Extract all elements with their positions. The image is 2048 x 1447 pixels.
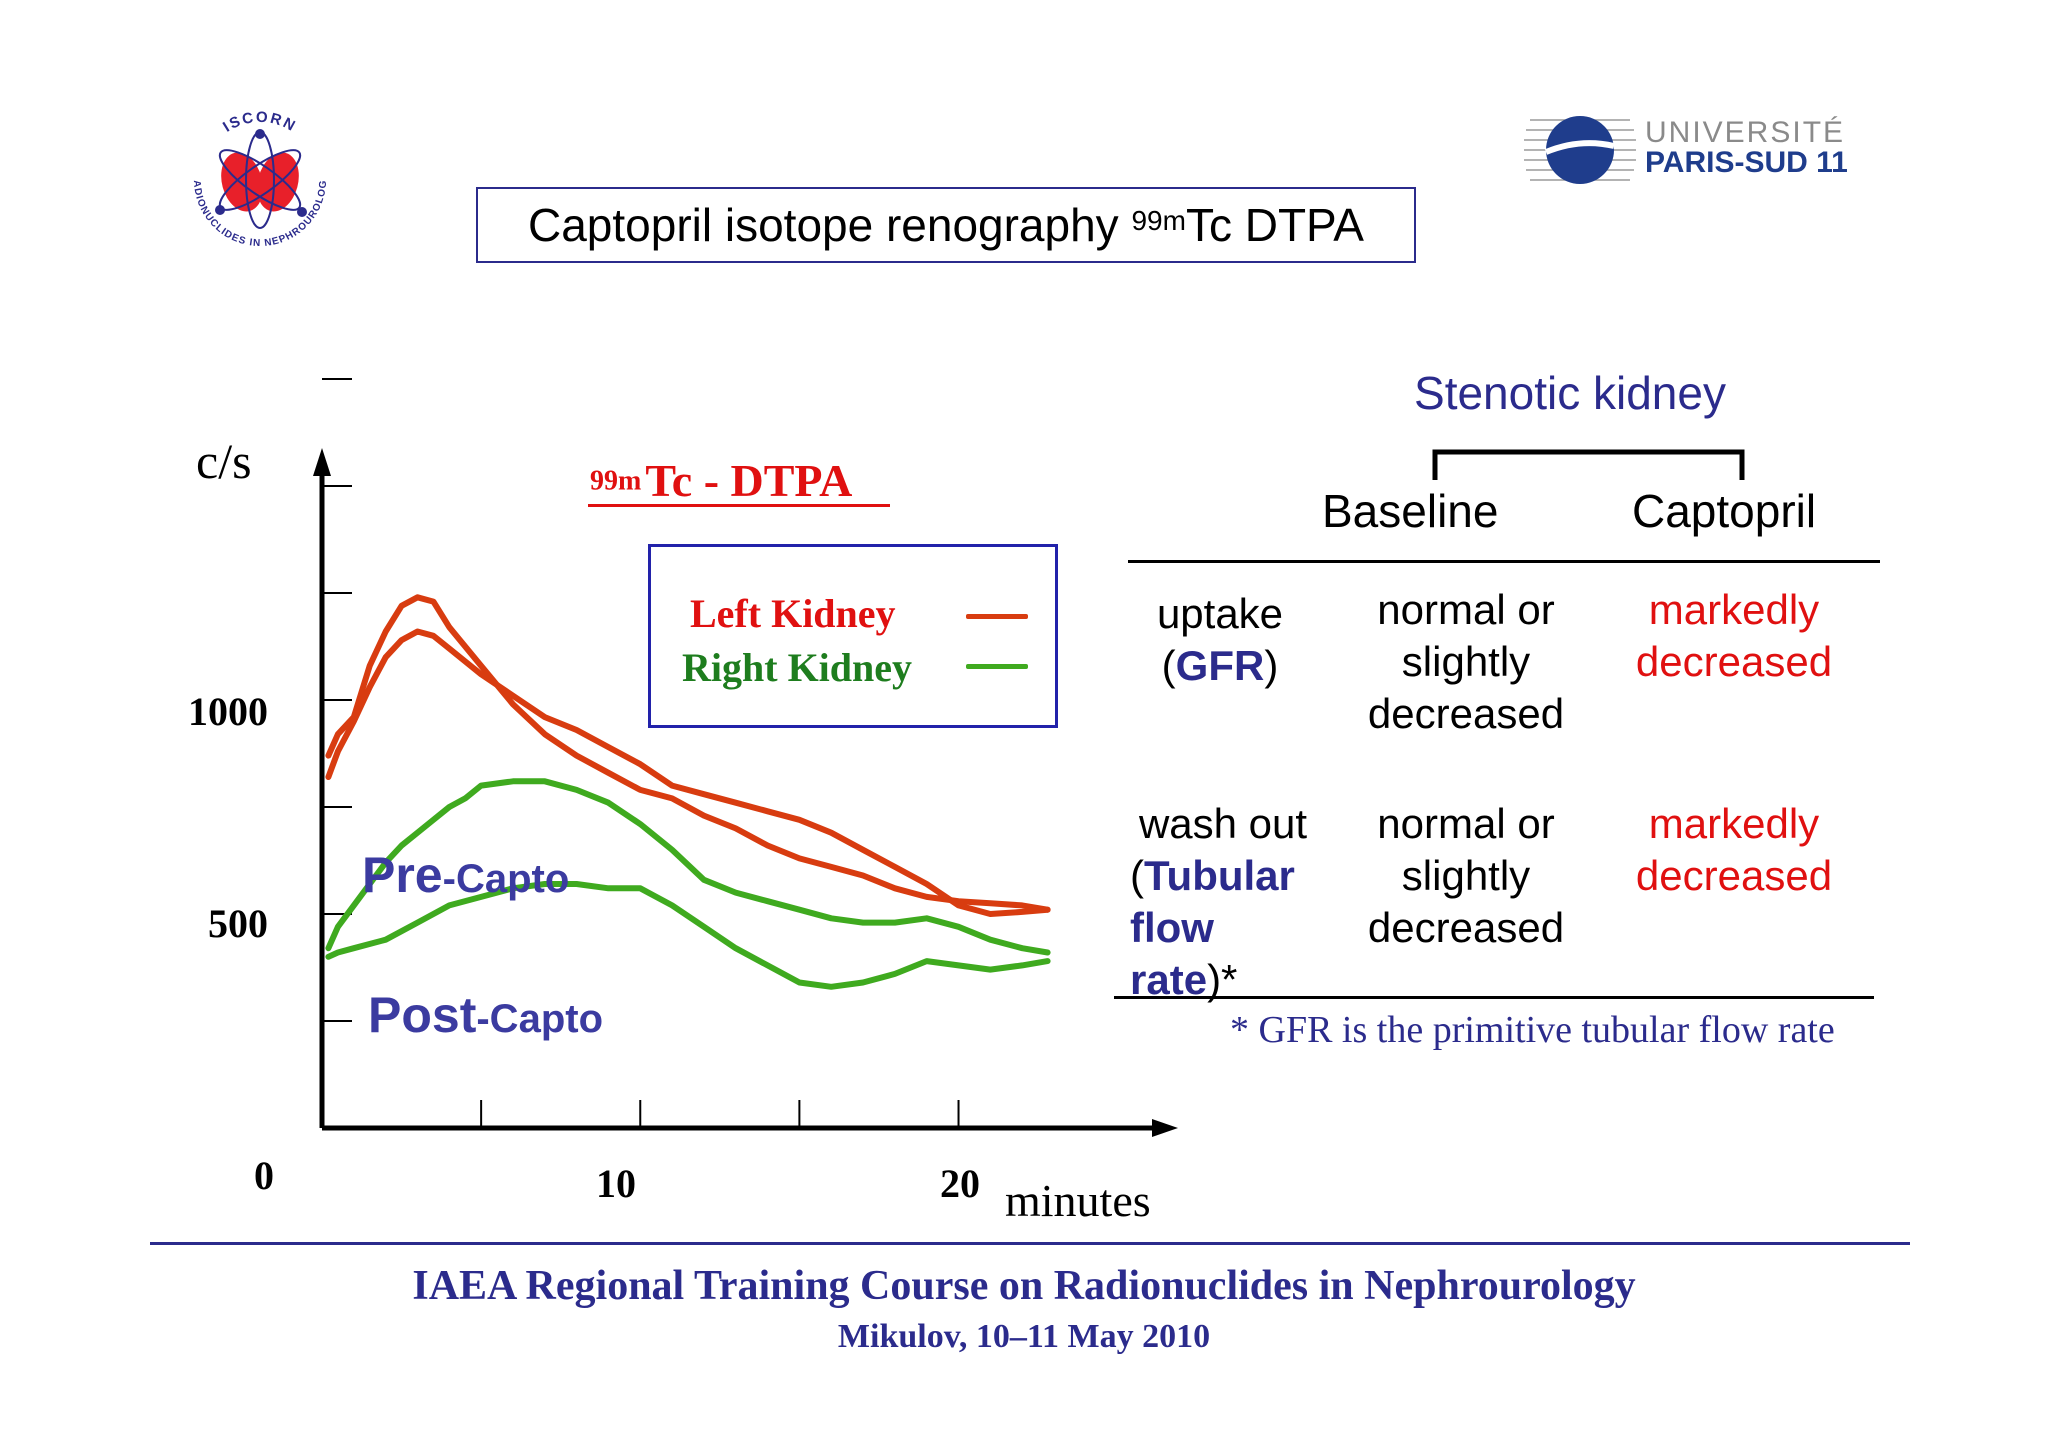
title-sup: 99m	[1131, 205, 1186, 236]
row-uptake-baseline-line-1: normal or	[1377, 586, 1555, 633]
y-axis-arrowhead	[313, 448, 331, 476]
row-uptake-label-1: uptake	[1156, 590, 1284, 637]
row-uptake-gfr: GFR	[1175, 642, 1265, 689]
row-washout-tubular: Tubular	[1144, 852, 1295, 899]
y-axis-label: c/s	[196, 433, 252, 489]
row-washout-paren-open: (	[1130, 852, 1144, 899]
chart-ticks	[322, 378, 960, 1128]
legend-swatch-left-kidney	[966, 614, 1028, 619]
pre-capto-label: Pre-Capto	[362, 846, 569, 904]
row-washout-paren-close: )*	[1207, 956, 1238, 1003]
row-washout-flow-rate: flow rate	[1130, 904, 1214, 1003]
row-uptake-baseline-line-2: slightly	[1401, 638, 1531, 685]
table-header-rule	[1128, 560, 1880, 563]
footer-date-location: Mikulov, 10–11 May 2010	[837, 1318, 1211, 1355]
row-uptake-baseline-line-3: decreased	[1367, 690, 1565, 737]
row-washout-label-2: (Tubular	[1118, 850, 1328, 902]
x-tick-label-20: 20	[940, 1161, 980, 1206]
pre-capto-small: -Capto	[442, 857, 570, 901]
column-header-baseline: Baseline	[1322, 485, 1499, 537]
y-tick-label-500: 500	[208, 901, 268, 946]
chart-curves	[325, 594, 1051, 990]
row-uptake-paren-close: )	[1264, 642, 1279, 689]
table-footnote: * GFR is the primitive tubular flow rate	[1230, 1009, 1835, 1051]
slide-title: Captopril isotope renography 99m Tc DTPA	[476, 187, 1416, 263]
x-axis-label: minutes	[1005, 1175, 1151, 1226]
row-uptake-label-2: (GFR)	[1140, 640, 1300, 692]
row-uptake-captopril-line-2: decreased	[1635, 638, 1833, 685]
pre-capto-big: Pre	[362, 847, 443, 903]
row-washout-baseline: normal or slightly decreased	[1346, 798, 1586, 954]
logo-right-line1: UNIVERSITÉ	[1645, 116, 1845, 149]
series-line-left-kidney-post-captopril	[325, 628, 1051, 917]
chart-title-sup: 99m	[590, 465, 642, 497]
table-heading-bracket	[1432, 449, 1745, 480]
row-uptake-captopril-line-1: markedly	[1648, 586, 1820, 633]
column-header-captopril: Captopril	[1632, 485, 1817, 537]
row-washout-captopril-line-2: decreased	[1635, 852, 1833, 899]
footer-course-title: IAEA Regional Training Course on Radionu…	[412, 1263, 1636, 1309]
legend-label-left-kidney: Left Kidney	[690, 591, 896, 636]
row-washout-captopril: markedly decreased	[1614, 798, 1854, 902]
y-tick-label-1000: 1000	[188, 689, 268, 734]
universite-paris-sud-logo: UNIVERSITÉ PARIS-SUD 11	[1520, 90, 1880, 210]
row-washout-baseline-line-1: normal or	[1377, 800, 1555, 847]
x-axis-arrowhead	[1152, 1119, 1178, 1137]
post-capto-big: Post	[368, 987, 477, 1043]
legend-label-right-kidney: Right Kidney	[682, 645, 913, 690]
table-heading: Stenotic kidney	[1414, 367, 1726, 419]
row-uptake-captopril: markedly decreased	[1614, 584, 1854, 688]
row-uptake-paren-open: (	[1161, 642, 1176, 689]
title-main: Captopril isotope renography	[527, 199, 1132, 251]
post-capto-small: -Capto	[476, 997, 603, 1041]
chart-title-underline	[588, 504, 890, 507]
legend-swatch-right-kidney	[966, 664, 1028, 669]
table-bottom-rule	[1114, 996, 1874, 999]
chart-legend	[648, 544, 1058, 728]
series-line-right-kidney-post-captopril	[325, 881, 1051, 990]
logo-right-line2: PARIS-SUD 11	[1645, 146, 1848, 179]
row-uptake-label: uptake (GFR)	[1140, 588, 1300, 692]
post-capto-label: Post-Capto	[368, 986, 603, 1044]
chart-axes	[313, 448, 1178, 1137]
row-washout-label: wash out (Tubular flow rate)*	[1118, 798, 1328, 1006]
series-line-left-kidney-pre-captopril	[325, 594, 1051, 913]
row-washout-baseline-line-3: decreased	[1367, 904, 1565, 951]
title-end: Tc DTPA	[1185, 199, 1364, 251]
iscorn-logo: ISCORN RADIONUCLIDES IN NEPHROUROLOGY	[176, 92, 340, 260]
row-washout-baseline-line-2: slightly	[1401, 852, 1531, 899]
chart-title-text: Tc - DTPA	[645, 455, 853, 506]
row-washout-label-1: wash out	[1138, 800, 1308, 847]
footer-rule	[150, 1242, 1910, 1245]
row-washout-captopril-line-1: markedly	[1648, 800, 1820, 847]
x-tick-label-0: 0	[254, 1153, 274, 1198]
series-line-right-kidney-pre-captopril	[325, 778, 1051, 956]
chart-title: 99m Tc - DTPA	[590, 454, 852, 507]
row-uptake-baseline: normal or slightly decreased	[1346, 584, 1586, 740]
renogram-chart	[313, 378, 1178, 1137]
row-washout-label-3: flow rate)*	[1118, 902, 1328, 1006]
x-tick-label-10: 10	[596, 1161, 636, 1206]
